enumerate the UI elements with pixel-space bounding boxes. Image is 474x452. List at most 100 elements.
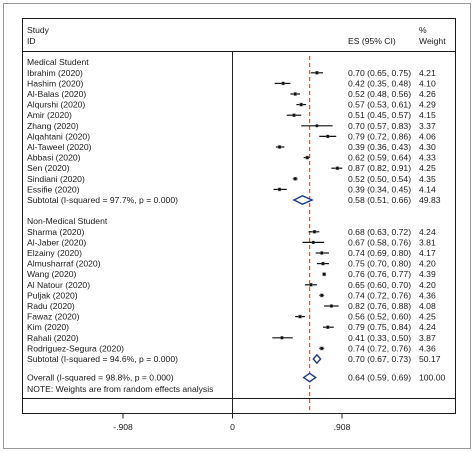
point-estimate: [309, 283, 313, 287]
study-label: Al Natour (2020): [27, 280, 90, 290]
point-estimate: [293, 177, 297, 181]
study-label: Al-Taweel (2020): [27, 142, 92, 152]
subtotal-ci-text: 0.58 (0.51, 0.66): [348, 195, 411, 205]
ci-text: 0.56 (0.52, 0.60): [348, 312, 411, 322]
weight-text: 3.87: [419, 333, 436, 343]
study-label: Radu (2020): [27, 301, 75, 311]
group-label: Medical Student: [27, 57, 89, 67]
weight-text: 4.15: [419, 110, 436, 120]
ci-text: 0.51 (0.45, 0.57): [348, 110, 411, 120]
weight-text: 4.17: [419, 248, 436, 258]
study-label: Al-Jaber (2020): [27, 237, 86, 247]
point-estimate: [326, 134, 330, 138]
point-estimate: [321, 262, 325, 266]
point-estimate: [280, 336, 284, 340]
study-label: Sindiani (2020): [27, 174, 85, 184]
study-label: Alqahtani (2020): [27, 131, 90, 141]
point-estimate: [320, 346, 324, 350]
ci-text: 0.76 (0.76, 0.77): [348, 269, 411, 279]
study-label: Essifie (2020): [27, 184, 80, 194]
weight-text: 4.25: [419, 312, 436, 322]
point-estimate: [313, 230, 317, 234]
subtotal-weight-text: 49.83: [419, 195, 441, 205]
ci-text: 0.70 (0.65, 0.75): [348, 68, 411, 78]
point-estimate: [320, 293, 324, 297]
ci-text: 0.57 (0.53, 0.61): [348, 100, 411, 110]
study-label: Rodriguez-Segura (2020): [27, 343, 124, 353]
point-estimate: [278, 145, 282, 149]
ci-text: 0.79 (0.72, 0.86): [348, 131, 411, 141]
header-es: ES (95% CI): [348, 36, 396, 46]
overall-ci-text: 0.64 (0.59, 0.69): [348, 373, 411, 383]
weight-text: 3.81: [419, 237, 436, 247]
point-estimate: [278, 187, 282, 191]
overall-weight-text: 100.00: [419, 373, 446, 383]
point-estimate: [292, 113, 296, 117]
study-label: Zhang (2020): [27, 121, 79, 131]
weight-text: 3.37: [419, 121, 436, 131]
weight-text: 4.10: [419, 78, 436, 88]
weight-text: 4.30: [419, 142, 436, 152]
ci-text: 0.39 (0.34, 0.45): [348, 184, 411, 194]
weight-text: 4.36: [419, 290, 436, 300]
ci-text: 0.41 (0.33, 0.50): [348, 333, 411, 343]
weight-text: 4.39: [419, 269, 436, 279]
point-estimate: [293, 92, 297, 96]
study-label: Amir (2020): [27, 110, 72, 120]
overall-diamond: [302, 372, 317, 383]
weight-text: 4.21: [419, 68, 436, 78]
header-id: ID: [27, 36, 36, 46]
x-tick-label: 0: [230, 422, 235, 432]
point-estimate: [326, 325, 330, 329]
ci-text: 0.68 (0.63, 0.72): [348, 227, 411, 237]
study-label: Wang (2020): [27, 269, 76, 279]
weight-text: 4.20: [419, 259, 436, 269]
point-estimate: [299, 103, 303, 107]
study-label: Puljak (2020): [27, 290, 78, 300]
ci-text: 0.79 (0.75, 0.84): [348, 322, 411, 332]
ci-text: 0.74 (0.72, 0.76): [348, 343, 411, 353]
ci-text: 0.70 (0.57, 0.83): [348, 121, 411, 131]
weight-text: 4.24: [419, 227, 436, 237]
point-estimate: [335, 166, 339, 170]
point-estimate: [281, 81, 285, 85]
study-label: Kim (2020): [27, 322, 69, 332]
subtotal-ci-text: 0.70 (0.67, 0.73): [348, 354, 411, 364]
weight-text: 4.33: [419, 153, 436, 163]
subtotal-diamond: [292, 195, 314, 205]
study-label: Sen (2020): [27, 163, 70, 173]
header-percent: %: [419, 25, 427, 35]
ci-text: 0.75 (0.70, 0.80): [348, 259, 411, 269]
study-label: Fawaz (2020): [27, 312, 80, 322]
weight-text: 4.26: [419, 89, 436, 99]
study-label: Rahali (2020): [27, 333, 79, 343]
header-study: Study: [27, 25, 50, 35]
ci-text: 0.52 (0.48, 0.56): [348, 89, 411, 99]
header-weight: Weight: [419, 36, 446, 46]
study-label: Elzainy (2020): [27, 248, 82, 258]
plot-frame: [3, 3, 471, 449]
ci-text: 0.67 (0.58, 0.76): [348, 237, 411, 247]
weight-text: 4.25: [419, 163, 436, 173]
subtotal-diamond: [312, 353, 322, 365]
study-label: Sharma (2020): [27, 227, 84, 237]
point-estimate: [329, 304, 333, 308]
x-tick-label: .908: [334, 422, 351, 432]
ci-text: 0.74 (0.69, 0.80): [348, 248, 411, 258]
weight-text: 4.14: [419, 184, 436, 194]
weight-text: 4.35: [419, 174, 436, 184]
subtotal-label: Subtotal (I-squared = 94.6%, p = 0.000): [27, 354, 178, 364]
ci-text: 0.65 (0.60, 0.70): [348, 280, 411, 290]
subtotal-weight-text: 50.17: [419, 354, 441, 364]
overall-label: Overall (I-squared = 98.8%, p = 0.000): [27, 373, 174, 383]
weight-text: 4.20: [419, 280, 436, 290]
point-estimate: [320, 251, 324, 255]
point-estimate: [311, 240, 315, 244]
weight-text: 4.08: [419, 301, 436, 311]
ci-text: 0.39 (0.36, 0.43): [348, 142, 411, 152]
weight-text: 4.36: [419, 343, 436, 353]
weight-text: 4.06: [419, 131, 436, 141]
weight-text: 4.29: [419, 100, 436, 110]
ci-text: 0.52 (0.50, 0.54): [348, 174, 411, 184]
